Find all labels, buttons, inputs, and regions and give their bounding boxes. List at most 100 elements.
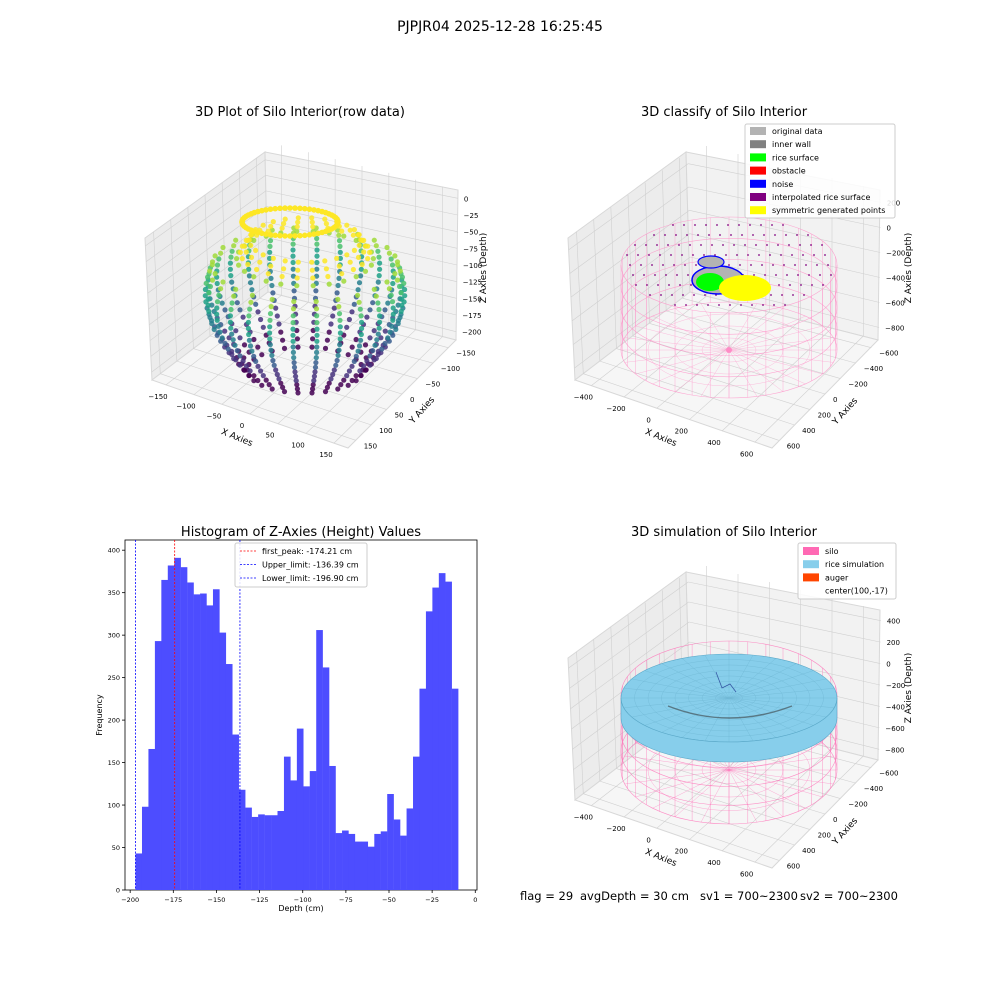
raw-z-label: Z Axies (Depth) <box>479 233 489 304</box>
raw-point <box>269 352 275 358</box>
raw-point <box>236 262 242 268</box>
legend-label: Lower_limit: -196.90 cm <box>262 574 359 583</box>
z-tick-label: −100 <box>463 262 482 270</box>
raw-point <box>353 353 359 359</box>
gridline <box>679 158 684 299</box>
raw-point <box>376 306 382 313</box>
histogram-bar <box>406 808 414 890</box>
raw-point <box>222 307 228 313</box>
footer-flag: flag = 29 <box>520 889 573 903</box>
raw-point <box>392 271 398 277</box>
y-tick-label: −150 <box>456 350 475 358</box>
interpolated-point <box>648 254 650 256</box>
raw-point <box>290 332 296 338</box>
raw-point <box>367 249 373 255</box>
raw-point <box>377 266 383 272</box>
z-tick-label: 0 <box>464 195 468 203</box>
raw-point <box>222 340 228 347</box>
raw-point <box>295 259 301 265</box>
raw-point <box>268 275 274 281</box>
classify-plot-title: 3D classify of Silo Interior <box>641 105 808 120</box>
raw-rim-point <box>297 232 303 239</box>
legend-label: center(100,-17) <box>825 587 888 596</box>
raw-point <box>234 256 240 262</box>
raw-point <box>313 355 319 361</box>
gridline <box>583 373 779 441</box>
x-tick-label: 0 <box>473 896 477 904</box>
raw-point <box>276 321 282 327</box>
histogram-bar <box>251 816 259 890</box>
raw-point <box>241 268 248 274</box>
raw-point <box>253 301 259 307</box>
classify-3d-plot: 3D classify of Silo Interior −400−200020… <box>567 105 914 458</box>
z-tick-label: −25 <box>464 212 479 220</box>
y-tick-label: 50 <box>395 411 404 419</box>
raw-point <box>248 242 254 248</box>
x-tick-label: 400 <box>707 859 720 867</box>
interpolated-point <box>816 264 818 266</box>
raw-point <box>336 275 342 281</box>
rice-mesh-spoke <box>623 697 730 708</box>
rice-mesh-spoke <box>704 697 730 741</box>
interpolated-point <box>730 234 732 236</box>
raw-point <box>279 273 285 280</box>
raw-point <box>232 342 238 348</box>
raw-point <box>362 342 369 348</box>
y-tick-label: −600 <box>879 350 898 358</box>
histogram-bar <box>148 748 156 890</box>
raw-point <box>269 296 275 302</box>
histogram-bar <box>400 835 407 890</box>
x-tick-label: −75 <box>339 896 353 904</box>
raw-point <box>246 313 252 319</box>
raw-x-label: X Axies <box>219 427 254 449</box>
raw-point <box>260 373 266 379</box>
raw-point <box>311 373 317 379</box>
raw-point <box>385 300 391 306</box>
raw-point <box>260 222 266 228</box>
y-tick-label: 400 <box>108 547 120 555</box>
histogram-bar <box>245 807 252 890</box>
x-tick-label: −175 <box>164 896 182 904</box>
raw-point <box>228 273 234 279</box>
legend-label: auger <box>825 573 849 582</box>
y-tick-label: 200 <box>818 831 831 839</box>
raw-point <box>310 224 316 230</box>
legend-swatch <box>803 560 819 569</box>
raw-point <box>376 254 382 260</box>
raw-point <box>218 250 224 256</box>
y-tick-label: 50 <box>112 844 120 852</box>
raw-point <box>341 377 347 383</box>
raw-point <box>202 293 208 299</box>
raw-point <box>367 307 373 313</box>
raw-point <box>359 325 365 332</box>
raw-rim-point <box>287 233 293 239</box>
raw-point <box>314 332 320 338</box>
raw-point <box>310 283 316 289</box>
raw-point <box>382 340 388 347</box>
interpolated-point <box>684 264 686 266</box>
x-tick-label: −400 <box>574 814 593 822</box>
raw-point <box>214 262 221 268</box>
x-tick-label: 600 <box>740 870 753 878</box>
legend-swatch <box>803 573 819 582</box>
raw-point <box>393 326 399 332</box>
raw-point <box>214 280 220 287</box>
histogram-bar <box>309 771 317 890</box>
gridline <box>689 621 881 664</box>
raw-point <box>399 302 405 308</box>
interpolated-point <box>683 224 685 226</box>
raw-point <box>310 382 316 388</box>
interpolated-point <box>676 274 678 276</box>
raw-point <box>323 221 329 227</box>
x-tick-label: 150 <box>319 451 332 459</box>
raw-point <box>260 252 266 258</box>
z-tick-label: −600 <box>886 300 905 308</box>
interpolated-point <box>819 274 821 276</box>
interpolated-point <box>626 254 628 256</box>
y-tick-label: −200 <box>848 801 867 809</box>
simulation-3d-plot: 3D simulation of Silo Interior −400 −200 0… <box>567 525 914 878</box>
gridline <box>266 206 458 249</box>
raw-point <box>358 266 364 272</box>
raw-point <box>402 293 408 299</box>
